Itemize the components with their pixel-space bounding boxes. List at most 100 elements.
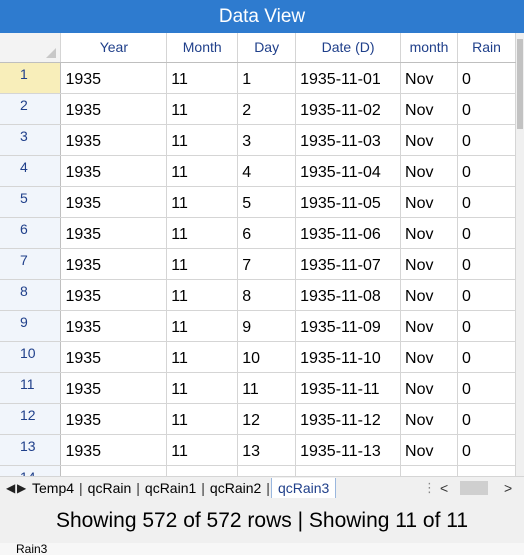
column-header-date[interactable]: Date (D) <box>295 33 402 63</box>
row-header[interactable]: 13 <box>0 434 62 466</box>
sheet-tab[interactable]: qcRain1 <box>144 480 197 496</box>
row-header[interactable]: 10 <box>0 341 62 373</box>
row-header[interactable]: 2 <box>0 93 62 125</box>
tab-splitter-icon[interactable]: ⋮ <box>423 480 436 495</box>
sheet-tab[interactable]: qcRain <box>87 480 132 496</box>
table-row[interactable]: 9 1935 11 9 1935-11-09 Nov 0 <box>0 310 516 342</box>
row-header[interactable]: 1 <box>0 62 62 94</box>
cell-day[interactable]: 13 <box>237 434 297 466</box>
table-row[interactable]: 8 1935 11 8 1935-11-08 Nov 0 <box>0 279 516 311</box>
row-header[interactable]: 6 <box>0 217 62 249</box>
cell-month[interactable]: 11 <box>166 186 239 218</box>
cell-day[interactable]: 11 <box>237 372 297 404</box>
cell-rain[interactable]: 0 <box>457 217 516 249</box>
cell-month-name[interactable]: Nov <box>400 341 458 373</box>
cell-year[interactable]: 1935 <box>60 217 168 249</box>
cell-year[interactable]: 1935 <box>60 372 168 404</box>
cell-date[interactable]: 1935-11-02 <box>295 93 402 125</box>
cell-day[interactable]: 12 <box>237 403 297 435</box>
column-header-year[interactable]: Year <box>60 33 168 63</box>
table-row[interactable]: 13 1935 11 13 1935-11-13 Nov 0 <box>0 434 516 466</box>
cell-month[interactable]: 11 <box>166 279 239 311</box>
cell-year[interactable]: 1935 <box>60 62 168 94</box>
cell-rain[interactable]: 0 <box>457 341 516 373</box>
row-header[interactable]: 4 <box>0 155 62 187</box>
cell-rain[interactable]: 0 <box>457 186 516 218</box>
cell-month[interactable]: 11 <box>166 124 239 156</box>
hscroll-right-icon[interactable]: > <box>504 480 513 496</box>
cell-month-name[interactable]: Nov <box>400 248 458 280</box>
cell-day[interactable]: 6 <box>237 217 297 249</box>
column-header-month[interactable]: Month <box>166 33 239 63</box>
data-grid[interactable]: Year Month Day Date (D) month Rain 1 1935… <box>0 33 516 476</box>
cell-rain[interactable]: 0 <box>457 93 516 125</box>
cell-day[interactable]: 9 <box>237 310 297 342</box>
cell-date[interactable]: 1935-11-05 <box>295 186 402 218</box>
cell-month-name[interactable]: Nov <box>400 62 458 94</box>
cell-year[interactable]: 1935 <box>60 403 168 435</box>
cell-year[interactable]: 1935 <box>60 93 168 125</box>
cell-year[interactable]: 1935 <box>60 155 168 187</box>
cell-month-name[interactable]: Nov <box>400 279 458 311</box>
cell-date[interactable]: 1935-11-08 <box>295 279 402 311</box>
tab-prev-arrow-icon[interactable]: ◀ <box>6 481 16 495</box>
row-header[interactable]: 11 <box>0 372 62 404</box>
cell-month[interactable]: 11 <box>166 155 239 187</box>
cell-rain[interactable]: 0 <box>457 403 516 435</box>
cell-date[interactable]: 1935-11-06 <box>295 217 402 249</box>
column-header-day[interactable]: Day <box>237 33 297 63</box>
cell-month-name[interactable]: Nov <box>400 93 458 125</box>
table-row[interactable]: 6 1935 11 6 1935-11-06 Nov 0 <box>0 217 516 249</box>
cell-date[interactable]: 1935-11-04 <box>295 155 402 187</box>
cell-day[interactable]: 14 <box>237 465 297 476</box>
cell-month[interactable]: 11 <box>166 217 239 249</box>
cell-rain[interactable]: 0 <box>457 279 516 311</box>
cell-date[interactable]: 1935-11-13 <box>295 434 402 466</box>
cell-month[interactable]: 11 <box>166 310 239 342</box>
cell-month-name[interactable]: Nov <box>400 434 458 466</box>
cell-rain[interactable]: 0 <box>457 372 516 404</box>
cell-year[interactable]: 1935 <box>60 465 168 476</box>
column-header-rain[interactable]: Rain <box>457 33 516 63</box>
hscroll-left-icon[interactable]: < <box>440 480 449 496</box>
row-header[interactable]: 5 <box>0 186 62 218</box>
table-row[interactable]: 1 1935 11 1 1935-11-01 Nov 0 <box>0 62 516 94</box>
cell-day[interactable]: 1 <box>237 62 297 94</box>
cell-day[interactable]: 4 <box>237 155 297 187</box>
cell-date[interactable]: 1935-11-10 <box>295 341 402 373</box>
row-header[interactable]: 3 <box>0 124 62 156</box>
cell-month-name[interactable]: Nov <box>400 310 458 342</box>
cell-month-name[interactable]: Nov <box>400 186 458 218</box>
cell-year[interactable]: 1935 <box>60 124 168 156</box>
cell-month-name[interactable]: Nov <box>400 217 458 249</box>
cell-year[interactable]: 1935 <box>60 341 168 373</box>
cell-rain[interactable]: 0 <box>457 310 516 342</box>
cell-date[interactable]: 1935-11-03 <box>295 124 402 156</box>
cell-year[interactable]: 1935 <box>60 279 168 311</box>
cell-month[interactable]: 11 <box>166 248 239 280</box>
table-row[interactable]: 12 1935 11 12 1935-11-12 Nov 0 <box>0 403 516 435</box>
cell-month-name[interactable]: Nov <box>400 403 458 435</box>
cell-month[interactable]: 11 <box>166 62 239 94</box>
cell-year[interactable]: 1935 <box>60 248 168 280</box>
cell-date[interactable]: 1935-11-09 <box>295 310 402 342</box>
cell-day[interactable]: 3 <box>237 124 297 156</box>
row-header[interactable]: 7 <box>0 248 62 280</box>
row-header[interactable]: 8 <box>0 279 62 311</box>
horizontal-scroll-thumb[interactable] <box>460 481 488 495</box>
table-row[interactable]: 11 1935 11 11 1935-11-11 Nov 0 <box>0 372 516 404</box>
tab-next-arrow-icon[interactable]: ▶ <box>17 481 27 495</box>
cell-day[interactable]: 5 <box>237 186 297 218</box>
row-header[interactable]: 12 <box>0 403 62 435</box>
cell-year[interactable]: 1935 <box>60 186 168 218</box>
row-header[interactable]: 9 <box>0 310 62 342</box>
table-row[interactable]: 7 1935 11 7 1935-11-07 Nov 0 <box>0 248 516 280</box>
table-row[interactable]: 4 1935 11 4 1935-11-04 Nov 0 <box>0 155 516 187</box>
cell-rain[interactable]: 0 <box>457 124 516 156</box>
cell-month[interactable]: 11 <box>166 465 239 476</box>
cell-day[interactable]: 8 <box>237 279 297 311</box>
cell-month-name[interactable]: Nov <box>400 155 458 187</box>
cell-month-name[interactable]: Nov <box>400 465 458 476</box>
cell-month-name[interactable]: Nov <box>400 124 458 156</box>
vertical-scroll-thumb[interactable] <box>517 39 523 129</box>
